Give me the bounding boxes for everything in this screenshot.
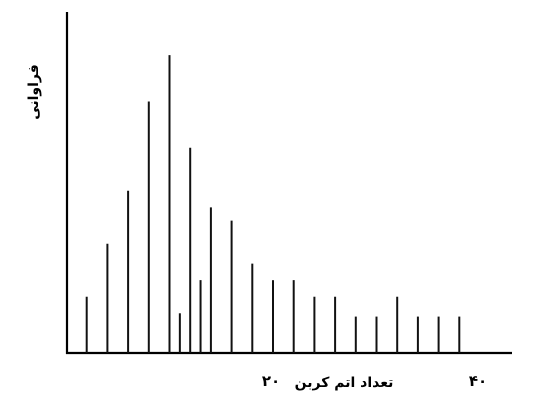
x-tick-label-40: ۴۰ (469, 372, 487, 390)
x-axis-label: تعداد اتم کربن (295, 375, 394, 391)
x-tick-label-20: ۲۰ (262, 372, 280, 390)
y-axis-label: فراوانی (26, 64, 42, 120)
x-tick-labels: ۲۰ ۴۰ (262, 372, 487, 390)
bar-series (85, 55, 461, 353)
